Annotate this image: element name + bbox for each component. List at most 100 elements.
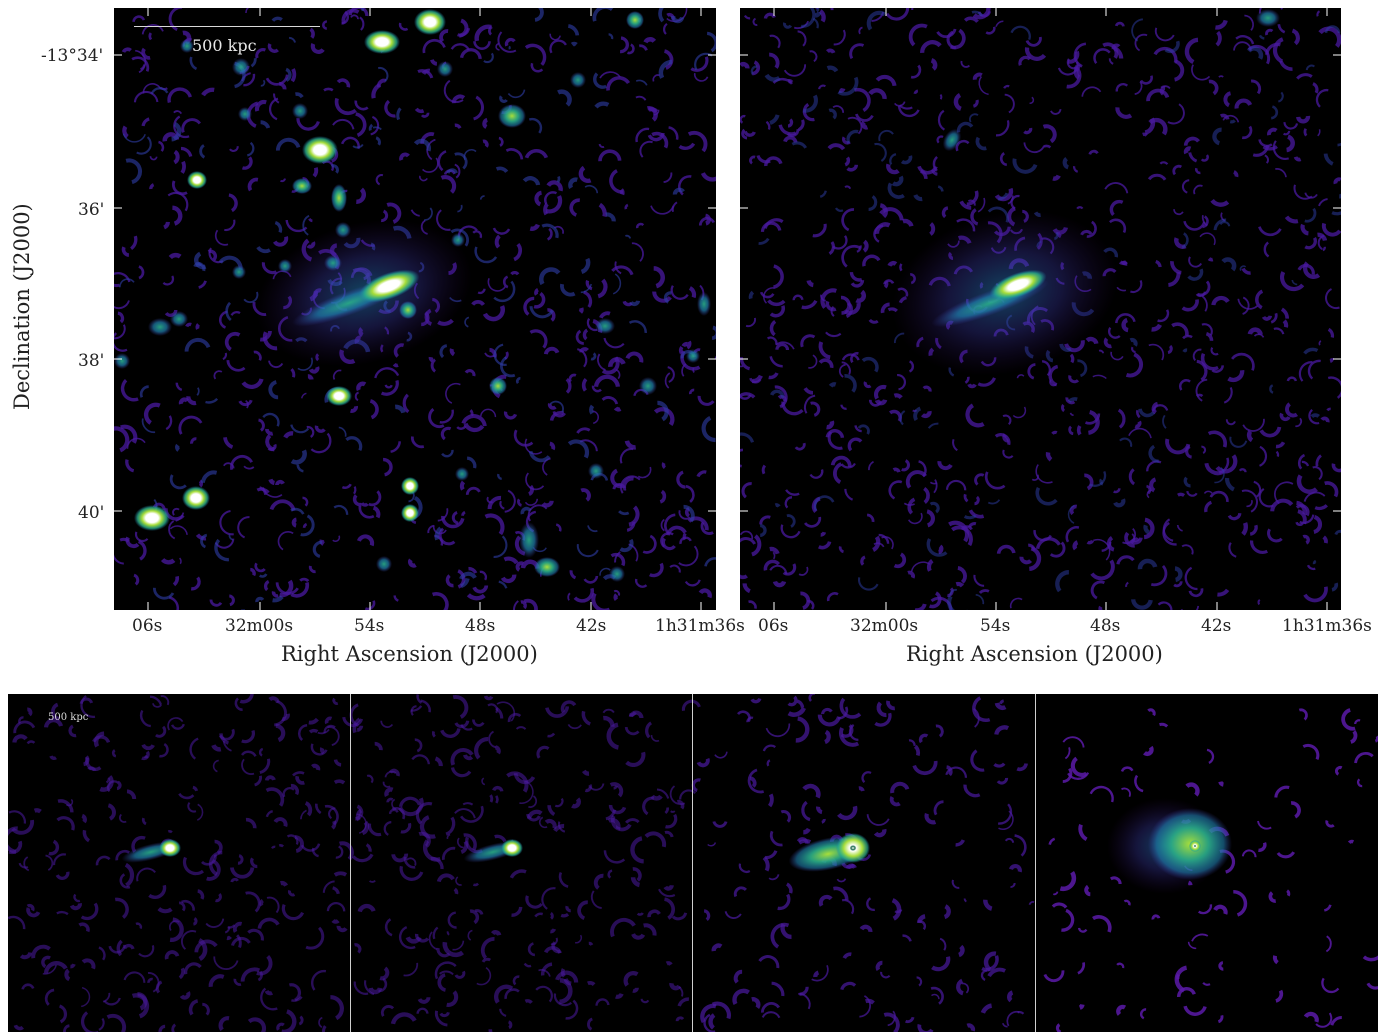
tr-noise-arc bbox=[1138, 408, 1155, 418]
radio-source bbox=[401, 477, 419, 495]
bottom-noise-arc bbox=[330, 820, 337, 830]
tr-noise-arc bbox=[1259, 445, 1268, 467]
tr-noise-arc bbox=[975, 136, 987, 151]
tr-noise-arc bbox=[1213, 218, 1227, 231]
bottom-noise-arc bbox=[972, 696, 991, 722]
bottom-noise-arc bbox=[250, 857, 258, 869]
tr-noise-arc bbox=[783, 64, 807, 77]
tl-noise-arc bbox=[678, 510, 691, 520]
x-tick-label: 48s bbox=[1090, 616, 1121, 636]
tr-noise-arc bbox=[741, 482, 752, 499]
tl-noise-arc bbox=[463, 422, 485, 433]
tr-noise-arc bbox=[878, 533, 890, 544]
tr-noise-arc bbox=[855, 113, 874, 122]
tr-noise-arc bbox=[1229, 119, 1236, 124]
tl-noise-arc bbox=[180, 146, 193, 157]
tl-noise-arc bbox=[173, 149, 180, 165]
tr-noise-arc bbox=[1051, 430, 1058, 435]
bottom-noise-arc bbox=[298, 1015, 304, 1026]
tl-noise-arc bbox=[196, 387, 200, 396]
tr-noise-arc bbox=[1125, 581, 1129, 588]
bottom-noise-arc bbox=[554, 798, 564, 808]
tl-noise-arc bbox=[635, 95, 647, 101]
tl-noise-arc bbox=[610, 552, 626, 567]
bottom-noise-arc bbox=[980, 1003, 993, 1014]
tl-noise-arc bbox=[599, 567, 611, 576]
tr-noise-arc bbox=[1004, 93, 1015, 114]
bottom-noise-arc bbox=[787, 695, 798, 707]
radio-source bbox=[302, 136, 338, 164]
tr-noise-arc bbox=[1297, 509, 1307, 525]
tl-noise-arc bbox=[594, 101, 610, 109]
tl-noise-arc bbox=[255, 596, 265, 603]
tr-noise-arc bbox=[1182, 334, 1193, 340]
bottom-noise-arc bbox=[603, 715, 615, 727]
tl-noise-arc bbox=[290, 507, 305, 515]
tl-noise-arc bbox=[666, 525, 687, 536]
tl-noise-arc bbox=[279, 579, 294, 598]
tr-noise-arc bbox=[892, 467, 901, 473]
radio-source bbox=[519, 522, 539, 558]
tl-noise-arc bbox=[268, 478, 276, 486]
bottom-noise-arc bbox=[273, 700, 287, 727]
bottom-noise-arc bbox=[1274, 785, 1290, 798]
bottom-noise-arc bbox=[295, 775, 305, 785]
tr-noise-arc bbox=[933, 479, 938, 494]
tr-noise-arc bbox=[968, 509, 985, 519]
bottom-noise-arc bbox=[256, 955, 273, 976]
tr-noise-arc bbox=[797, 30, 807, 47]
bottom-noise-arc bbox=[535, 985, 553, 1003]
bottom-noise-arc bbox=[327, 726, 340, 746]
bottom-noise-arc bbox=[258, 747, 264, 757]
tl-noise-arc bbox=[525, 472, 545, 491]
tl-noise-arc bbox=[250, 58, 257, 68]
tl-noise-arc bbox=[619, 447, 634, 464]
tl-noise-arc bbox=[437, 508, 449, 522]
tr-noise-arc bbox=[763, 218, 784, 229]
tr-noise-arc bbox=[825, 429, 845, 439]
tl-noise-arc bbox=[520, 600, 527, 610]
bottom-noise-arc bbox=[95, 855, 111, 866]
tr-noise-arc bbox=[1028, 543, 1036, 551]
tl-noise-arc bbox=[631, 242, 644, 262]
bottom-noise-arc bbox=[488, 730, 497, 749]
tr-noise-arc bbox=[820, 531, 827, 537]
tl-noise-arc bbox=[573, 587, 594, 603]
bottom-noise-arc bbox=[232, 921, 243, 933]
tr-noise-arc bbox=[1296, 115, 1311, 124]
bottom-noise-arc bbox=[495, 706, 504, 719]
tl-noise-arc bbox=[459, 48, 482, 60]
bottom-noise-arc bbox=[1202, 981, 1211, 986]
bottom-noise-arc bbox=[1275, 989, 1284, 1003]
tr-noise-arc bbox=[861, 120, 869, 130]
bottom-noise-arc bbox=[1151, 914, 1161, 920]
tl-noise-arc bbox=[500, 574, 517, 584]
tl-noise-arc bbox=[653, 109, 660, 116]
bottom-noise-arc bbox=[164, 950, 180, 960]
tr-noise-arc bbox=[1164, 40, 1180, 54]
bottom-noise-arc bbox=[544, 818, 557, 830]
bottom-noise-arc bbox=[526, 809, 543, 820]
tr-noise-arc bbox=[1317, 129, 1321, 137]
bottom-noise-arc bbox=[640, 998, 650, 1004]
tl-noise-arc bbox=[580, 283, 592, 294]
tr-noise-arc bbox=[815, 8, 820, 13]
panel-divider bbox=[350, 694, 351, 1032]
tr-noise-arc bbox=[830, 305, 835, 317]
tl-noise-arc bbox=[224, 331, 241, 352]
tr-noise-arc bbox=[1242, 418, 1265, 432]
tl-noise-arc bbox=[300, 392, 307, 399]
tl-noise-arc bbox=[663, 49, 674, 70]
tl-noise-arc bbox=[524, 498, 539, 506]
tr-noise-arc bbox=[849, 271, 863, 282]
bottom-noise-arc bbox=[205, 918, 225, 928]
bottom-noise-arc bbox=[167, 717, 184, 731]
bottom-noise-arc bbox=[254, 775, 263, 787]
bottom-noise-arc bbox=[679, 789, 696, 800]
tr-noise-arc bbox=[1115, 313, 1136, 324]
tl-noise-arc bbox=[637, 466, 652, 479]
tl-noise-arc bbox=[338, 426, 347, 437]
tr-noise-arc bbox=[740, 432, 755, 443]
tl-noise-arc bbox=[527, 504, 548, 522]
tr-noise-arc bbox=[828, 108, 837, 120]
